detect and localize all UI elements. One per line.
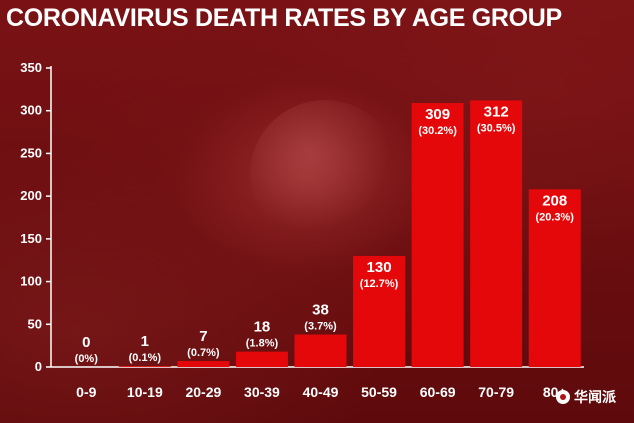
x-tick-label: 50-59 — [361, 384, 397, 400]
data-label-value: 208 — [542, 192, 567, 209]
y-tick-label: 0 — [35, 359, 42, 374]
bar — [470, 100, 523, 367]
data-label-percent: (12.7%) — [360, 278, 399, 290]
x-tick-label: 0-9 — [76, 384, 96, 400]
bar — [528, 189, 581, 367]
data-label-value: 0 — [82, 334, 90, 351]
data-label-percent: (1.8%) — [246, 338, 279, 350]
bar — [353, 255, 406, 367]
wechat-icon — [556, 390, 570, 404]
data-label-percent: (0.7%) — [187, 347, 220, 359]
data-label-value: 38 — [312, 302, 329, 319]
x-tick-label: 30-39 — [244, 384, 280, 400]
virus-illustration — [250, 100, 400, 250]
data-label-value: 7 — [199, 328, 207, 345]
data-label-percent: (30.5%) — [477, 122, 516, 134]
watermark-text: 华闻派 — [574, 389, 616, 405]
x-tick-label: 40-49 — [303, 384, 339, 400]
bar — [235, 351, 288, 367]
data-label-percent: (0%) — [75, 353, 99, 365]
data-label-percent: (30.2%) — [418, 125, 457, 137]
data-label-value: 312 — [484, 103, 509, 120]
data-label-percent: (20.3%) — [535, 211, 574, 223]
x-tick-label: 70-79 — [478, 384, 514, 400]
chart-title: CORONAVIRUS DEATH RATES BY AGE GROUP — [6, 4, 562, 32]
x-tick-label: 10-19 — [127, 384, 163, 400]
bar — [177, 361, 230, 367]
bar — [294, 334, 347, 367]
bar — [411, 103, 464, 368]
y-tick-label: 50 — [28, 316, 42, 331]
y-tick-label: 300 — [20, 103, 42, 118]
bar — [118, 366, 171, 367]
data-label-value: 18 — [254, 319, 271, 336]
data-label-value: 309 — [425, 106, 450, 123]
x-tick-label: 20-29 — [185, 384, 221, 400]
data-label-value: 130 — [367, 259, 392, 276]
data-label-percent: (3.7%) — [304, 321, 337, 333]
y-tick-label: 250 — [20, 145, 42, 160]
data-label-value: 1 — [141, 333, 149, 350]
watermark: 华闻派 — [556, 387, 616, 407]
x-tick-label: 60-69 — [420, 384, 456, 400]
data-label-percent: (0.1%) — [129, 352, 162, 364]
y-tick-label: 200 — [20, 188, 42, 203]
y-tick-label: 350 — [20, 60, 42, 75]
y-tick-label: 100 — [20, 274, 42, 289]
y-tick-label: 150 — [20, 231, 42, 246]
